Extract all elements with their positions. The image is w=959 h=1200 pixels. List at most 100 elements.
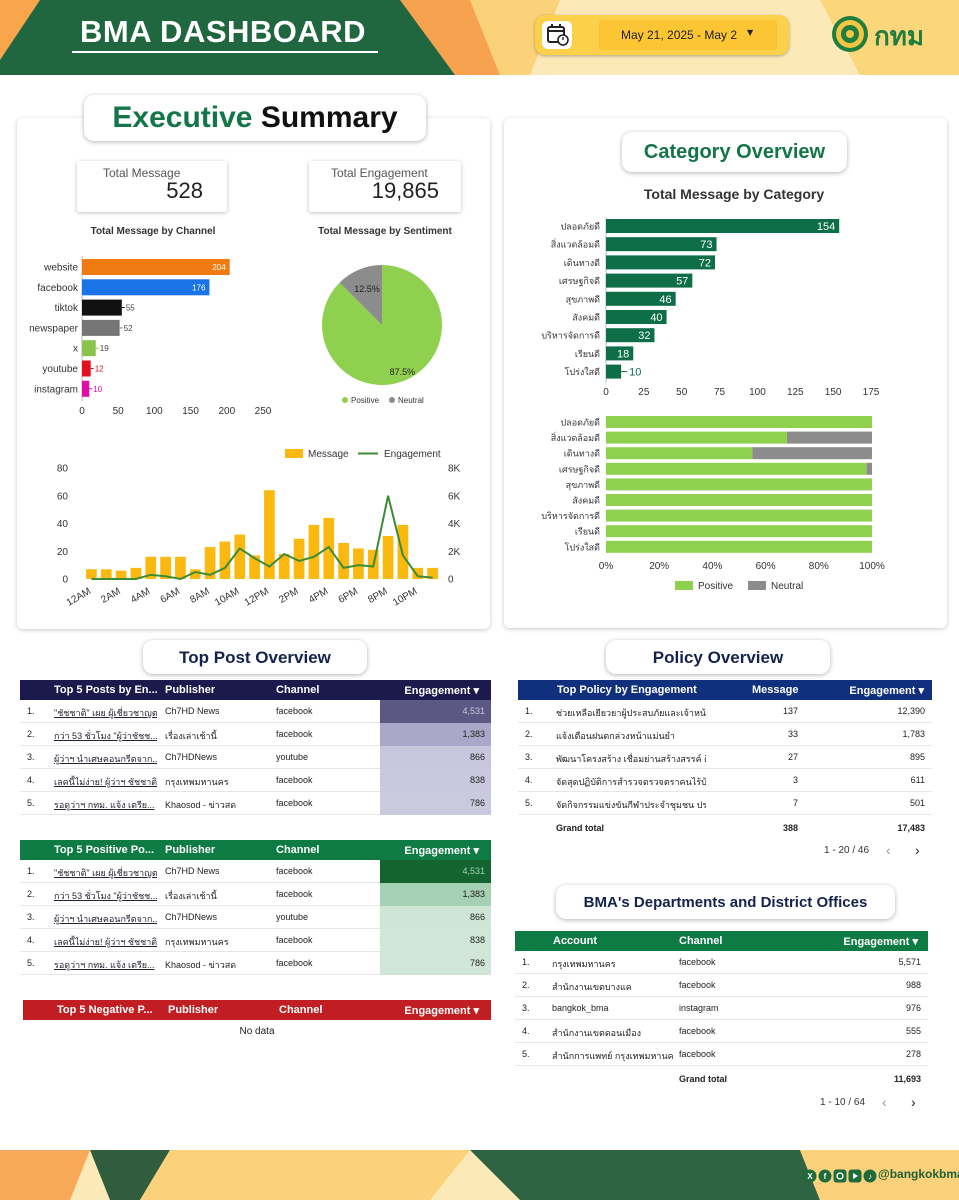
post-link[interactable]: "ชัชชาติ" เผย ผู้เชี่ยวชาญตร...	[54, 868, 157, 878]
prev-page-icon[interactable]: ‹	[882, 1094, 887, 1110]
category-sentiment-segment-positive[interactable]	[606, 540, 872, 553]
hourly-message-bar[interactable]	[338, 542, 349, 579]
hourly-message-bar[interactable]	[278, 554, 290, 579]
post-link[interactable]: รอดูว่าฯ กทม. แจ้ง เตรีย...	[54, 800, 155, 810]
category-bar[interactable]	[606, 291, 676, 306]
hourly-message-bar[interactable]	[100, 569, 112, 579]
channel-bar[interactable]	[82, 299, 122, 316]
table-row[interactable]: 2. กว่า 53 ชั่วโมง "ผู้ว่าชัชช... เรื่องเล…	[20, 883, 491, 906]
hourly-message-bar[interactable]	[293, 538, 305, 579]
channel-bar[interactable]	[82, 360, 91, 377]
category-bar[interactable]	[606, 310, 667, 324]
category-bar[interactable]	[606, 328, 655, 343]
table-header-cell[interactable]: Publisher	[168, 1004, 219, 1016]
channel-bar[interactable]	[82, 340, 96, 357]
table-row[interactable]: 4. เลคนี้ไม่ง่าย! ผู้ว่าฯ ชัชชาติ... กรุงเ…	[20, 769, 491, 792]
date-range-select[interactable]: May 21, 2025 - May 2 ▼	[599, 20, 777, 50]
hourly-message-bar[interactable]	[412, 567, 424, 579]
table-row[interactable]: 5. รอดูว่าฯ กทม. แจ้ง เตรีย... Khaosod - ข…	[20, 792, 491, 815]
table-header-cell[interactable]: Publisher	[165, 684, 216, 696]
table-row[interactable]: 3. พัฒนาโครงสร้าง เชื่อมย่านสร้างสรรค์ ดึ…	[518, 746, 932, 769]
sort-engagement-header[interactable]: Engagement ▾	[843, 936, 918, 948]
hourly-message-bar[interactable]	[175, 556, 186, 579]
sort-engagement-header[interactable]: Engagement ▾	[849, 685, 924, 697]
category-sentiment-segment-positive[interactable]	[606, 478, 872, 491]
channel-bar[interactable]	[82, 319, 120, 336]
category-sentiment-segment-positive[interactable]	[606, 447, 753, 460]
date-range-control[interactable]: May 21, 2025 - May 2 ▼	[535, 15, 789, 55]
hourly-message-bar[interactable]	[160, 556, 171, 579]
table-row[interactable]: 1. ช่วยเหลือเยียวยาผู้ประสบภัยและเจ้าหน้.…	[518, 700, 932, 723]
calendar-icon[interactable]	[542, 21, 572, 49]
table-row[interactable]: 1. กรุงเทพมหานคร facebook 5,571	[515, 951, 928, 974]
sort-engagement-header[interactable]: Engagement ▾	[404, 1005, 479, 1017]
hourly-engagement-line[interactable]	[91, 495, 433, 581]
category-bar[interactable]	[606, 273, 693, 288]
category-sentiment-segment-positive[interactable]	[606, 462, 867, 475]
hourly-message-bar[interactable]	[115, 570, 127, 579]
table-header-cell[interactable]: Channel	[679, 935, 723, 947]
category-sentiment-segment-neutral[interactable]	[866, 462, 872, 475]
prev-page-icon[interactable]: ‹	[886, 842, 891, 858]
channel-bar[interactable]	[82, 279, 210, 296]
category-bar[interactable]	[606, 255, 716, 270]
channel-bar[interactable]	[82, 259, 230, 275]
table-header-cell[interactable]: Top 5 Positive Po...	[54, 844, 155, 856]
category-sentiment-segment-positive[interactable]	[606, 509, 872, 522]
post-link[interactable]: ผู้ว่าฯ นำเศษคอนกรีตจาก...	[54, 754, 157, 764]
category-sentiment-segment-neutral[interactable]	[786, 431, 872, 444]
hourly-message-bar[interactable]	[145, 556, 157, 579]
table-header-cell[interactable]: Top Policy by Engagement	[557, 684, 697, 696]
next-page-icon[interactable]: ›	[915, 842, 920, 858]
table-row[interactable]: 1. "ชัชชาติ" เผย ผู้เชี่ยวชาญตร... Ch7HD N…	[20, 700, 491, 723]
category-bar[interactable]	[606, 346, 634, 361]
table-header-cell[interactable]: Message	[752, 684, 799, 696]
table-row[interactable]: 5. รอดูว่าฯ กทม. แจ้ง เตรีย... Khaosod - ข…	[20, 952, 491, 975]
sort-engagement-header[interactable]: Engagement ▾	[404, 685, 479, 697]
hourly-message-bar[interactable]	[189, 569, 201, 579]
table-row[interactable]: 3. ผู้ว่าฯ นำเศษคอนกรีตจาก... Ch7HDNews you…	[20, 906, 491, 929]
hourly-message-bar[interactable]	[249, 555, 260, 579]
table-header-cell[interactable]: Top 5 Posts by En...	[54, 684, 158, 696]
hourly-message-bar[interactable]	[204, 547, 216, 579]
post-link[interactable]: ผู้ว่าฯ นำเศษคอนกรีตจาก...	[54, 914, 157, 924]
table-row[interactable]: 3. bangkok_bma instagram 976	[515, 997, 928, 1020]
next-page-icon[interactable]: ›	[911, 1094, 916, 1110]
post-link[interactable]: กว่า 53 ชั่วโมง "ผู้ว่าชัชช...	[54, 891, 157, 901]
table-header-cell[interactable]: Channel	[279, 1004, 323, 1016]
category-bar[interactable]	[606, 219, 840, 233]
table-row[interactable]: 2. สำนักงานเขตบางแค facebook 988	[515, 974, 928, 997]
table-header-cell[interactable]: Account	[553, 935, 597, 947]
table-row[interactable]: 1. "ชัชชาติ" เผย ผู้เชี่ยวชาญตร... Ch7HD N…	[20, 860, 491, 883]
table-row[interactable]: 2. แจ้งเตือนฝนตกล่วงหน้าแม่นยำ 33 1,783	[518, 723, 932, 746]
hourly-message-bar[interactable]	[264, 490, 275, 579]
table-row[interactable]: 4. จัดสุดปฏิบัติการสำรวจตรวจตราคนไร้บ้า..…	[518, 769, 932, 792]
table-row[interactable]: 3. ผู้ว่าฯ นำเศษคอนกรีตจาก... Ch7HDNews you…	[20, 746, 491, 769]
post-link[interactable]: กว่า 53 ชั่วโมง "ผู้ว่าชัชช...	[54, 731, 157, 741]
table-header-cell[interactable]: Channel	[276, 844, 320, 856]
hourly-message-bar[interactable]	[427, 567, 438, 579]
sentiment-slice-neutral[interactable]	[339, 265, 382, 325]
channel-bar[interactable]	[82, 380, 90, 397]
post-link[interactable]: "ชัชชาติ" เผย ผู้เชี่ยวชาญตร...	[54, 708, 157, 718]
hourly-message-bar[interactable]	[308, 524, 320, 579]
table-row[interactable]: 5. สำนักการแพทย์ กรุงเทพมหานคร facebook 278	[515, 1043, 928, 1066]
table-row[interactable]: 5. จัดกิจกรรมแข่งขันกีฬาประจำชุมชน ประ...…	[518, 792, 932, 815]
table-header-cell[interactable]: Channel	[276, 684, 320, 696]
post-link[interactable]: เลคนี้ไม่ง่าย! ผู้ว่าฯ ชัชชาติ...	[54, 937, 157, 947]
hourly-message-bar[interactable]	[382, 535, 394, 579]
post-link[interactable]: รอดูว่าฯ กทม. แจ้ง เตรีย...	[54, 960, 155, 970]
category-sentiment-segment-positive[interactable]	[606, 431, 787, 444]
hourly-message-bar[interactable]	[219, 541, 231, 579]
table-row[interactable]: 2. กว่า 53 ชั่วโมง "ผู้ว่าชัชช... เรื่องเล…	[20, 723, 491, 746]
post-link[interactable]: เลคนี้ไม่ง่าย! ผู้ว่าฯ ชัชชาติ...	[54, 777, 157, 787]
sort-engagement-header[interactable]: Engagement ▾	[404, 845, 479, 857]
hourly-message-bar[interactable]	[234, 534, 246, 579]
hourly-message-bar[interactable]	[353, 548, 364, 579]
table-row[interactable]: 4. สำนักงานเขตดอนเมือง facebook 555	[515, 1020, 928, 1043]
table-header-cell[interactable]: Publisher	[165, 844, 216, 856]
category-sentiment-segment-neutral[interactable]	[752, 447, 872, 460]
hourly-message-bar[interactable]	[86, 569, 97, 579]
table-header-cell[interactable]: Top 5 Negative P...	[57, 1004, 153, 1016]
category-sentiment-segment-positive[interactable]	[606, 416, 872, 428]
